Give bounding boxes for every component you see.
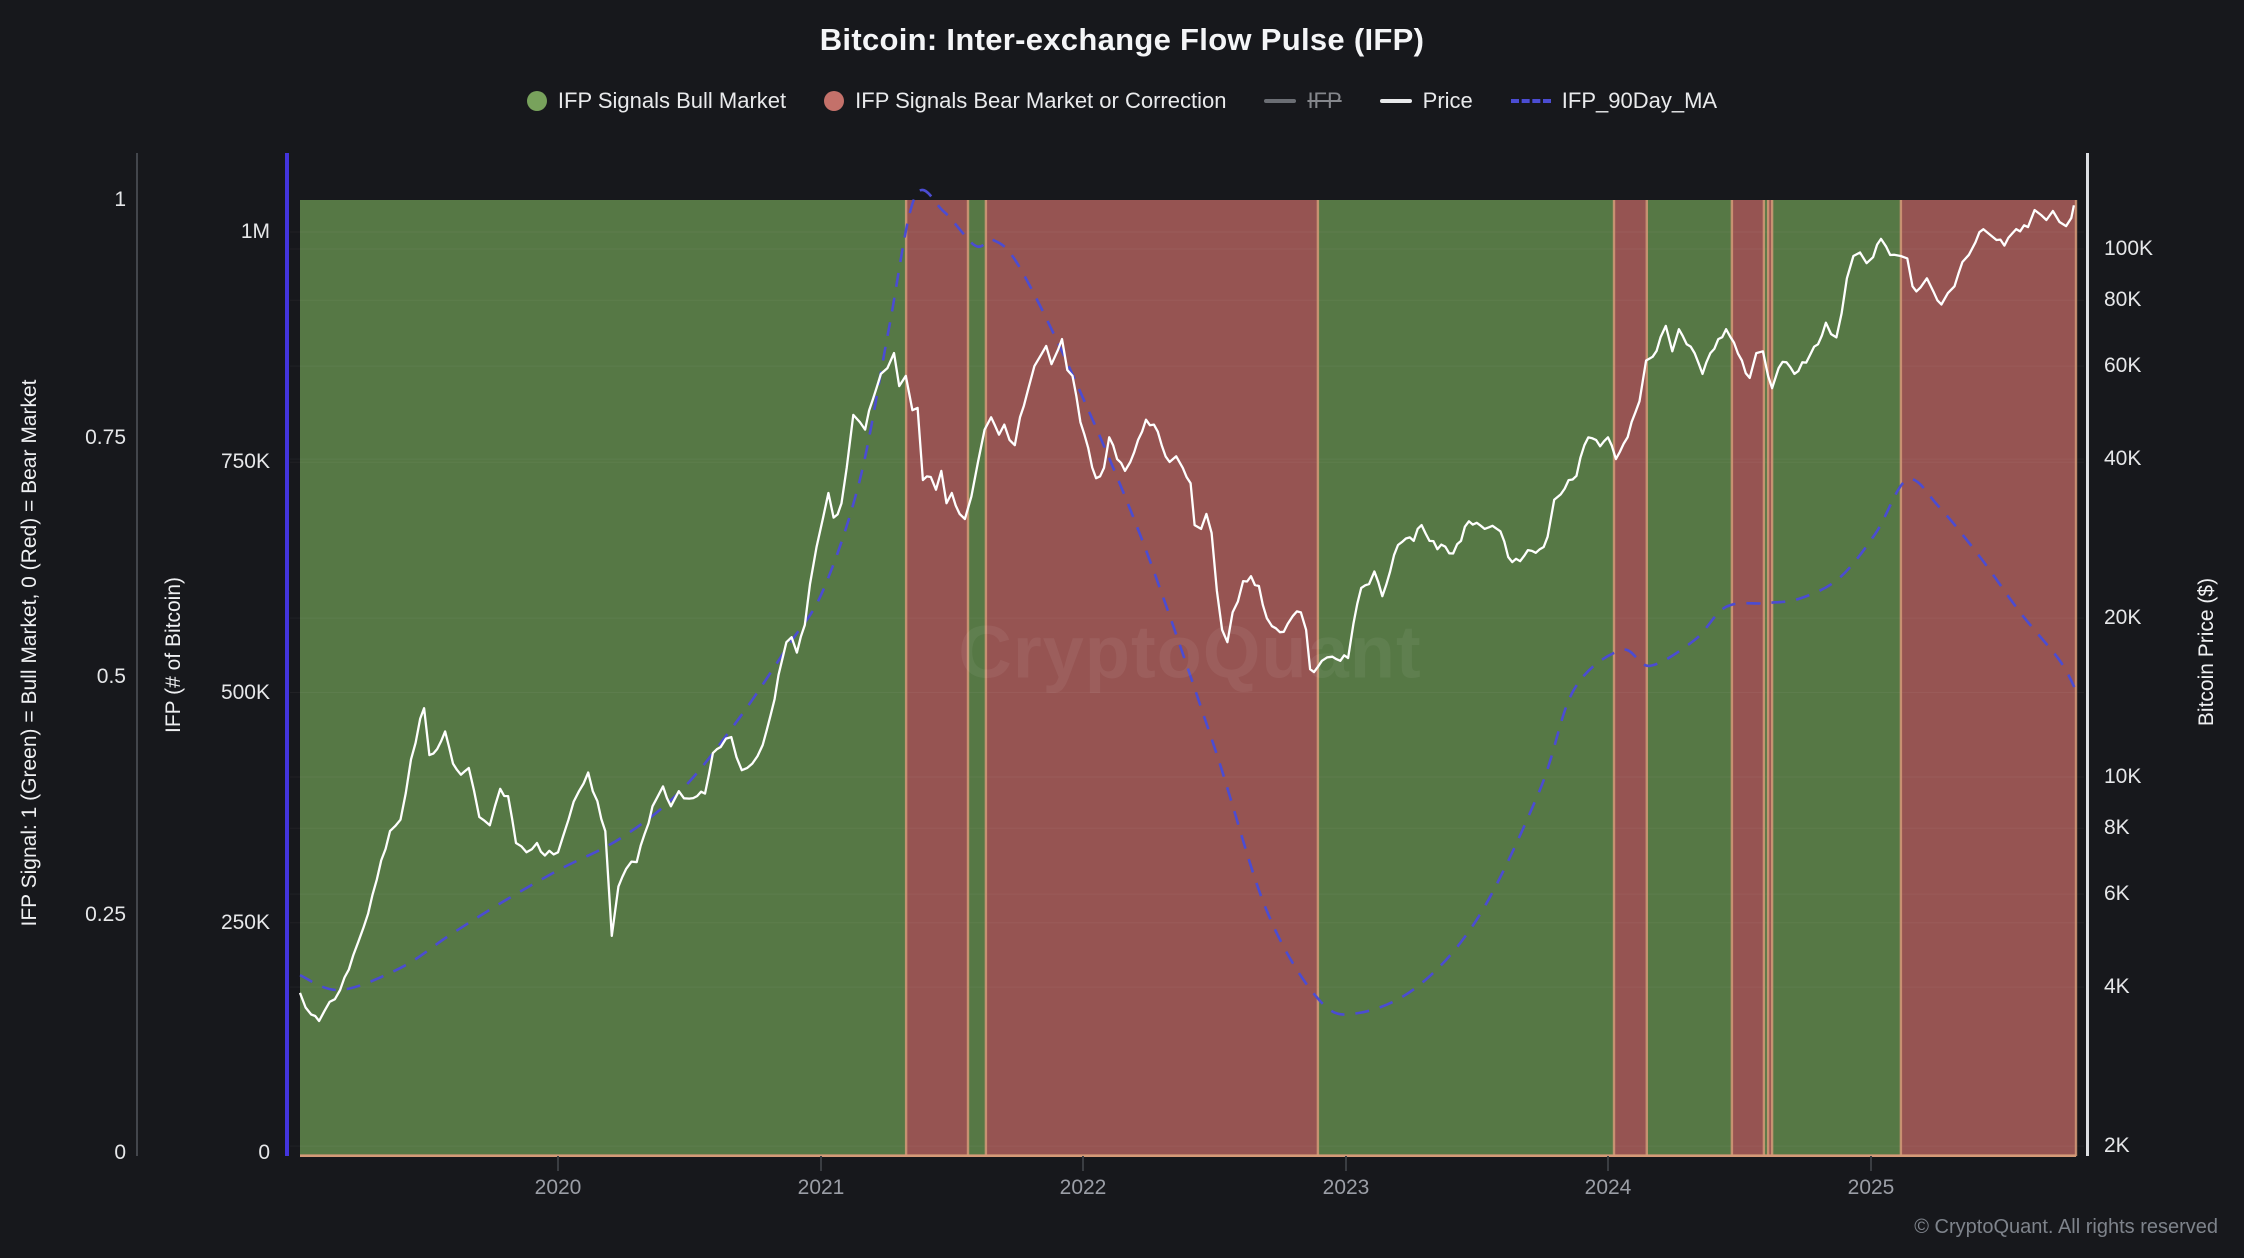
band-edge: [1612, 200, 1616, 1156]
signal-tick-label: 0: [114, 1141, 126, 1164]
legend-item-label: IFP_90Day_MA: [1561, 88, 1718, 113]
band-bear: [906, 200, 968, 1156]
legend-item-label: Price: [1422, 88, 1473, 113]
ifp-tick-label: 500K: [220, 681, 270, 704]
band-edge: [1645, 200, 1648, 1156]
ifp-tick-label: 1M: [240, 220, 270, 243]
ifp-axis-line: [285, 153, 289, 1156]
year-tick-label: 2022: [1059, 1176, 1107, 1199]
price-axis-line: [2086, 153, 2089, 1156]
legend-item-label: IFP Signals Bear Market or Correction: [855, 88, 1227, 113]
attribution: © CryptoQuant. All rights reserved: [1914, 1216, 2218, 1238]
year-tick-mark: [557, 1156, 559, 1171]
legend: IFP Signals Bull Market IFP Signals Bear …: [0, 88, 2244, 114]
signal-axis-line: [136, 153, 138, 1156]
line-swatch-icon: [1379, 99, 1412, 103]
band-bear: [1768, 200, 1772, 1156]
band-bear: [1731, 200, 1764, 1156]
ifp-tick-label: 750K: [220, 450, 270, 473]
legend-item-label: IFP Signals Bull Market: [557, 88, 787, 113]
price-tick-label: 8K: [2104, 816, 2130, 839]
dot-swatch-icon: [824, 91, 845, 111]
dot-swatch-icon: [526, 91, 547, 111]
band-edge: [1899, 200, 1903, 1156]
band-bull: [968, 200, 986, 1156]
year-tick-label: 2020: [534, 1176, 582, 1199]
band-bear: [985, 200, 1318, 1156]
legend-item-label: IFP: [1307, 88, 1342, 113]
band-edge: [966, 200, 970, 1156]
price-tick-label: 6K: [2104, 882, 2130, 905]
price-tick-label: 80K: [2104, 288, 2142, 311]
year-tick-label: 2023: [1322, 1176, 1370, 1199]
price-tick-label: 40K: [2104, 447, 2142, 470]
signal-tick-label: 0.25: [85, 903, 126, 926]
dash-swatch-icon: [1510, 99, 1551, 103]
legend-item-ifp-signals-bull-market[interactable]: IFP Signals Bull Market: [526, 88, 787, 114]
price-tick-label: 20K: [2104, 606, 2142, 629]
band-edge: [1316, 200, 1320, 1156]
chart-title: Bitcoin: Inter-exchange Flow Pulse (IFP): [819, 22, 1425, 57]
signal-tick-label: 0.75: [85, 426, 126, 449]
watermark: CryptoQuant: [958, 610, 1422, 694]
price-tick-label: 60K: [2104, 354, 2142, 377]
legend-item-ifp[interactable]: IFP: [1264, 88, 1342, 114]
price-tick-label: 2K: [2104, 1134, 2130, 1157]
legend-item-price[interactable]: Price: [1379, 88, 1473, 114]
band-bull: [1646, 200, 1732, 1156]
price-tick-label: 100K: [2104, 237, 2154, 260]
year-tick-mark: [1607, 1156, 1609, 1171]
ifp-tick-label: 0: [258, 1141, 270, 1164]
band-bear: [1614, 200, 1647, 1156]
band-edge: [904, 200, 908, 1156]
band-edge: [1766, 200, 1770, 1156]
price-tick-label: 10K: [2104, 765, 2142, 788]
legend-item-ifp-signals-bear-market-or-correction[interactable]: IFP Signals Bear Market or Correction: [824, 88, 1226, 114]
band-edge: [1762, 200, 1766, 1156]
signal-tick-label: 0.5: [96, 665, 126, 688]
year-tick-label: 2021: [797, 1176, 845, 1199]
band-edge: [984, 200, 988, 1156]
year-tick-mark: [1082, 1156, 1084, 1171]
year-tick-mark: [1345, 1156, 1347, 1171]
band-bull: [1772, 200, 1901, 1156]
price-line: [298, 205, 2076, 1023]
band-edge: [1770, 200, 1774, 1156]
price-tick-label: 4K: [2104, 975, 2130, 998]
ifp-90day-ma-line: [299, 188, 2078, 1016]
band-edge: [1730, 200, 1734, 1156]
band-bull: [1763, 200, 1769, 1156]
band-bear: [1900, 200, 2076, 1156]
band-baseline: [300, 1154, 2077, 1157]
line-swatch-icon: [1264, 99, 1297, 103]
band-edge: [2074, 200, 2078, 1156]
year-tick-label: 2024: [1584, 1176, 1632, 1199]
band-bull: [1317, 200, 1614, 1156]
year-tick-mark: [820, 1156, 822, 1171]
signal-tick-label: 1: [114, 188, 126, 211]
legend-item-ifp-90day-ma[interactable]: IFP_90Day_MA: [1510, 88, 1718, 114]
year-tick-mark: [1870, 1156, 1872, 1171]
year-tick-label: 2025: [1847, 1176, 1895, 1199]
ifp-tick-label: 250K: [220, 911, 270, 934]
band-bull: [300, 200, 907, 1156]
